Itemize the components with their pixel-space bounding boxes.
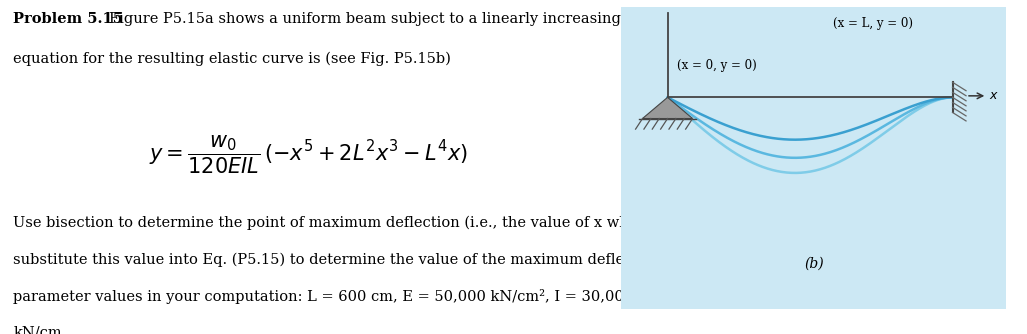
Text: kN/cm.: kN/cm.	[13, 326, 67, 334]
Text: $y = \dfrac{w_0}{120EIL}\,(-x^5 + 2L^2x^3 - L^4x)$: $y = \dfrac{w_0}{120EIL}\,(-x^5 + 2L^2x^…	[149, 134, 467, 176]
Text: Use bisection to determine the point of maximum deflection (i.e., the value of x: Use bisection to determine the point of …	[13, 215, 782, 230]
Text: $x$: $x$	[989, 90, 999, 102]
Text: substitute this value into Eq. (P5.15) to determine the value of the maximum def: substitute this value into Eq. (P5.15) t…	[13, 252, 801, 267]
Polygon shape	[643, 98, 692, 119]
Text: Figure P5.15a shows a uniform beam subject to a linearly increasing distributed : Figure P5.15a shows a uniform beam subje…	[109, 12, 781, 26]
Text: parameter values in your computation: L = 600 cm, E = 50,000 kN/cm², I = 30,000 : parameter values in your computation: L …	[13, 289, 774, 304]
Text: (x = L, y = 0): (x = L, y = 0)	[833, 17, 913, 30]
Text: Problem 5.15: Problem 5.15	[13, 12, 123, 26]
Text: (x = 0, y = 0): (x = 0, y = 0)	[677, 59, 757, 72]
Text: (b): (b)	[804, 257, 824, 271]
Text: equation for the resulting elastic curve is (see Fig. P5.15b): equation for the resulting elastic curve…	[13, 52, 451, 66]
